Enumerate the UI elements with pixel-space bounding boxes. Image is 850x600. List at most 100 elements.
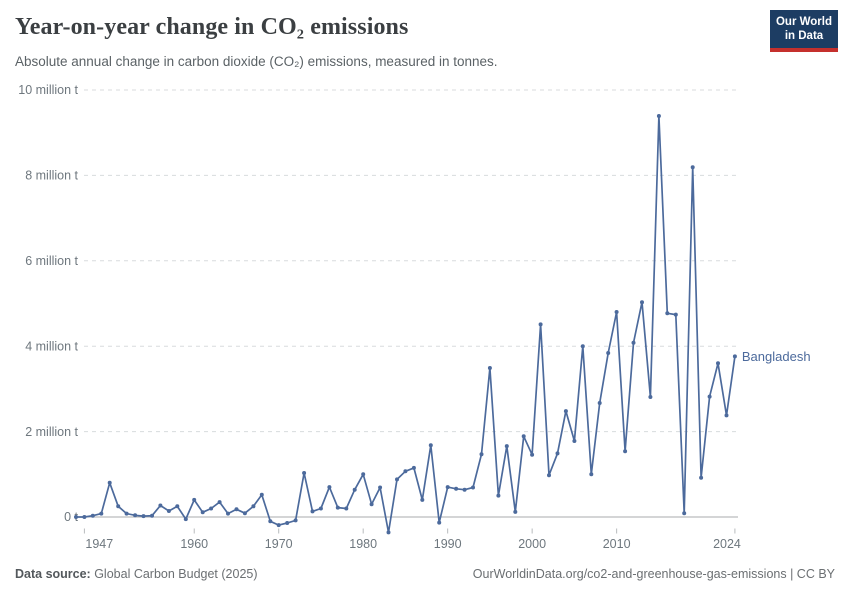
- data-point: [682, 511, 687, 516]
- data-point: [403, 469, 408, 474]
- data-point: [217, 500, 222, 505]
- data-point: [158, 503, 163, 508]
- data-point: [90, 513, 95, 518]
- data-source-label: Data source:: [15, 567, 91, 581]
- x-tick-label: 2024: [713, 537, 741, 551]
- x-tick-label: 2000: [518, 537, 546, 551]
- data-point: [209, 506, 214, 511]
- data-point: [200, 510, 205, 515]
- x-tick-label: 1947: [85, 537, 113, 551]
- data-point: [293, 518, 298, 523]
- data-point: [141, 514, 146, 519]
- data-point: [732, 354, 737, 359]
- data-point: [242, 511, 247, 516]
- data-point: [538, 322, 543, 327]
- data-point: [175, 504, 180, 509]
- data-point: [521, 434, 526, 439]
- data-point: [327, 485, 332, 490]
- x-tick-label: 1990: [434, 537, 462, 551]
- data-point: [166, 509, 171, 513]
- data-point: [226, 511, 230, 516]
- data-point: [555, 451, 560, 456]
- data-point: [479, 452, 484, 457]
- data-point: [656, 114, 661, 118]
- data-point: [665, 311, 670, 316]
- data-series: [74, 114, 737, 535]
- data-point: [259, 492, 264, 497]
- data-point: [462, 487, 467, 492]
- data-source-value: Global Carbon Budget (2025): [90, 567, 258, 581]
- data-point: [445, 485, 450, 490]
- data-point: [74, 515, 78, 519]
- data-point: [614, 310, 619, 314]
- data-point: [352, 487, 357, 492]
- owid-logo-line1: Our World: [775, 15, 832, 28]
- y-tick-label: 10 million t: [18, 83, 78, 97]
- y-tick-label: 4 million t: [25, 339, 78, 353]
- citation-link[interactable]: OurWorldinData.org/co2-and-greenhouse-ga…: [472, 567, 835, 581]
- owid-logo[interactable]: Our World in Data: [770, 10, 838, 52]
- data-point: [547, 473, 551, 478]
- data-point: [335, 505, 340, 510]
- data-point: [572, 439, 577, 443]
- data-point: [411, 465, 416, 470]
- x-tick-label: 1970: [265, 537, 293, 551]
- chart-title: Year-on-year change in CO₂ emissions: [15, 14, 409, 40]
- data-point: [310, 509, 315, 514]
- data-point: [116, 504, 121, 509]
- data-point: [513, 509, 518, 514]
- data-point: [107, 480, 112, 485]
- data-point: [361, 472, 366, 477]
- data-point: [99, 511, 104, 516]
- data-point: [302, 471, 307, 475]
- data-point: [606, 351, 611, 355]
- data-point: [580, 344, 585, 349]
- y-tick-label: 0 t: [64, 510, 78, 524]
- data-point: [124, 511, 129, 516]
- data-point: [150, 513, 154, 518]
- data-point: [369, 502, 374, 507]
- data-point: [318, 506, 323, 511]
- data-point: [623, 449, 628, 454]
- data-point: [699, 475, 704, 480]
- data-point: [530, 452, 535, 457]
- data-point: [563, 409, 568, 414]
- data-point: [251, 504, 256, 509]
- data-point: [386, 530, 391, 535]
- data-point: [504, 444, 509, 449]
- data-point: [428, 443, 433, 448]
- data-point: [487, 366, 492, 370]
- data-point: [234, 507, 239, 512]
- data-point: [690, 165, 695, 170]
- data-point: [597, 401, 602, 405]
- data-point: [724, 413, 729, 418]
- x-tick-label: 1960: [180, 537, 208, 551]
- data-point: [707, 394, 712, 399]
- data-point: [344, 506, 349, 511]
- y-gridlines: [80, 89, 740, 518]
- data-point: [648, 395, 653, 399]
- data-point: [285, 521, 290, 525]
- data-point: [640, 300, 644, 305]
- data-point: [716, 361, 720, 366]
- data-point: [673, 312, 678, 317]
- x-tick-label: 2010: [603, 537, 631, 551]
- data-point: [395, 477, 399, 482]
- x-tick-label: 1980: [349, 537, 377, 551]
- y-axis-labels: 0 t 2 million t 4 million t 6 million t 8 mi…: [18, 83, 78, 524]
- data-point: [378, 485, 383, 490]
- data-point: [133, 513, 138, 518]
- data-source: Data source: Global Carbon Budget (2025): [15, 567, 258, 581]
- data-point: [420, 497, 425, 502]
- entity-label[interactable]: Bangladesh: [742, 349, 811, 364]
- data-point: [454, 486, 459, 491]
- data-point: [183, 517, 188, 522]
- data-point: [631, 340, 636, 345]
- y-tick-label: 8 million t: [25, 169, 78, 183]
- x-axis: 1947 1960 1970 1980 1990 2000 2010 2024: [83, 528, 741, 551]
- data-point: [276, 523, 281, 528]
- data-point: [192, 497, 197, 502]
- data-point: [589, 472, 594, 477]
